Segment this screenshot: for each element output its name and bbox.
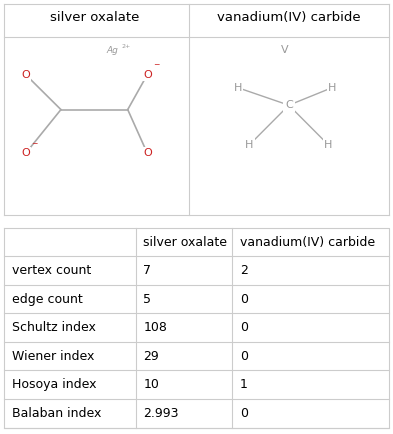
Text: silver oxalate: silver oxalate bbox=[143, 236, 228, 249]
Text: H: H bbox=[233, 82, 242, 93]
Text: C: C bbox=[285, 100, 293, 110]
Text: H: H bbox=[245, 140, 254, 150]
Text: edge count: edge count bbox=[12, 293, 83, 306]
Text: 2.993: 2.993 bbox=[143, 407, 179, 420]
Text: O: O bbox=[21, 69, 30, 79]
Text: Schultz index: Schultz index bbox=[12, 321, 95, 334]
Text: 2+: 2+ bbox=[122, 43, 131, 49]
Text: 0: 0 bbox=[240, 407, 248, 420]
Text: 5: 5 bbox=[143, 293, 151, 306]
Text: H: H bbox=[328, 82, 336, 93]
Text: 7: 7 bbox=[143, 264, 151, 277]
Text: 1: 1 bbox=[240, 378, 248, 391]
Text: 0: 0 bbox=[240, 293, 248, 306]
Text: O: O bbox=[21, 148, 30, 158]
Text: Ag: Ag bbox=[106, 46, 118, 55]
Text: −: − bbox=[153, 60, 159, 69]
Text: vanadium(IV) carbide: vanadium(IV) carbide bbox=[217, 11, 361, 24]
Text: 2: 2 bbox=[240, 264, 248, 277]
Text: 29: 29 bbox=[143, 350, 159, 363]
Text: O: O bbox=[143, 69, 152, 79]
Text: Balaban index: Balaban index bbox=[12, 407, 101, 420]
Text: 0: 0 bbox=[240, 350, 248, 363]
Text: vanadium(IV) carbide: vanadium(IV) carbide bbox=[240, 236, 375, 249]
Text: silver oxalate: silver oxalate bbox=[50, 11, 139, 24]
Text: 10: 10 bbox=[143, 378, 159, 391]
Text: 0: 0 bbox=[240, 321, 248, 334]
Text: H: H bbox=[324, 140, 332, 150]
Text: O: O bbox=[143, 148, 152, 158]
Text: vertex count: vertex count bbox=[12, 264, 91, 277]
Text: V: V bbox=[281, 46, 289, 56]
Text: Wiener index: Wiener index bbox=[12, 350, 94, 363]
Text: −: − bbox=[31, 139, 37, 148]
Text: 108: 108 bbox=[143, 321, 167, 334]
Text: Hosoya index: Hosoya index bbox=[12, 378, 96, 391]
